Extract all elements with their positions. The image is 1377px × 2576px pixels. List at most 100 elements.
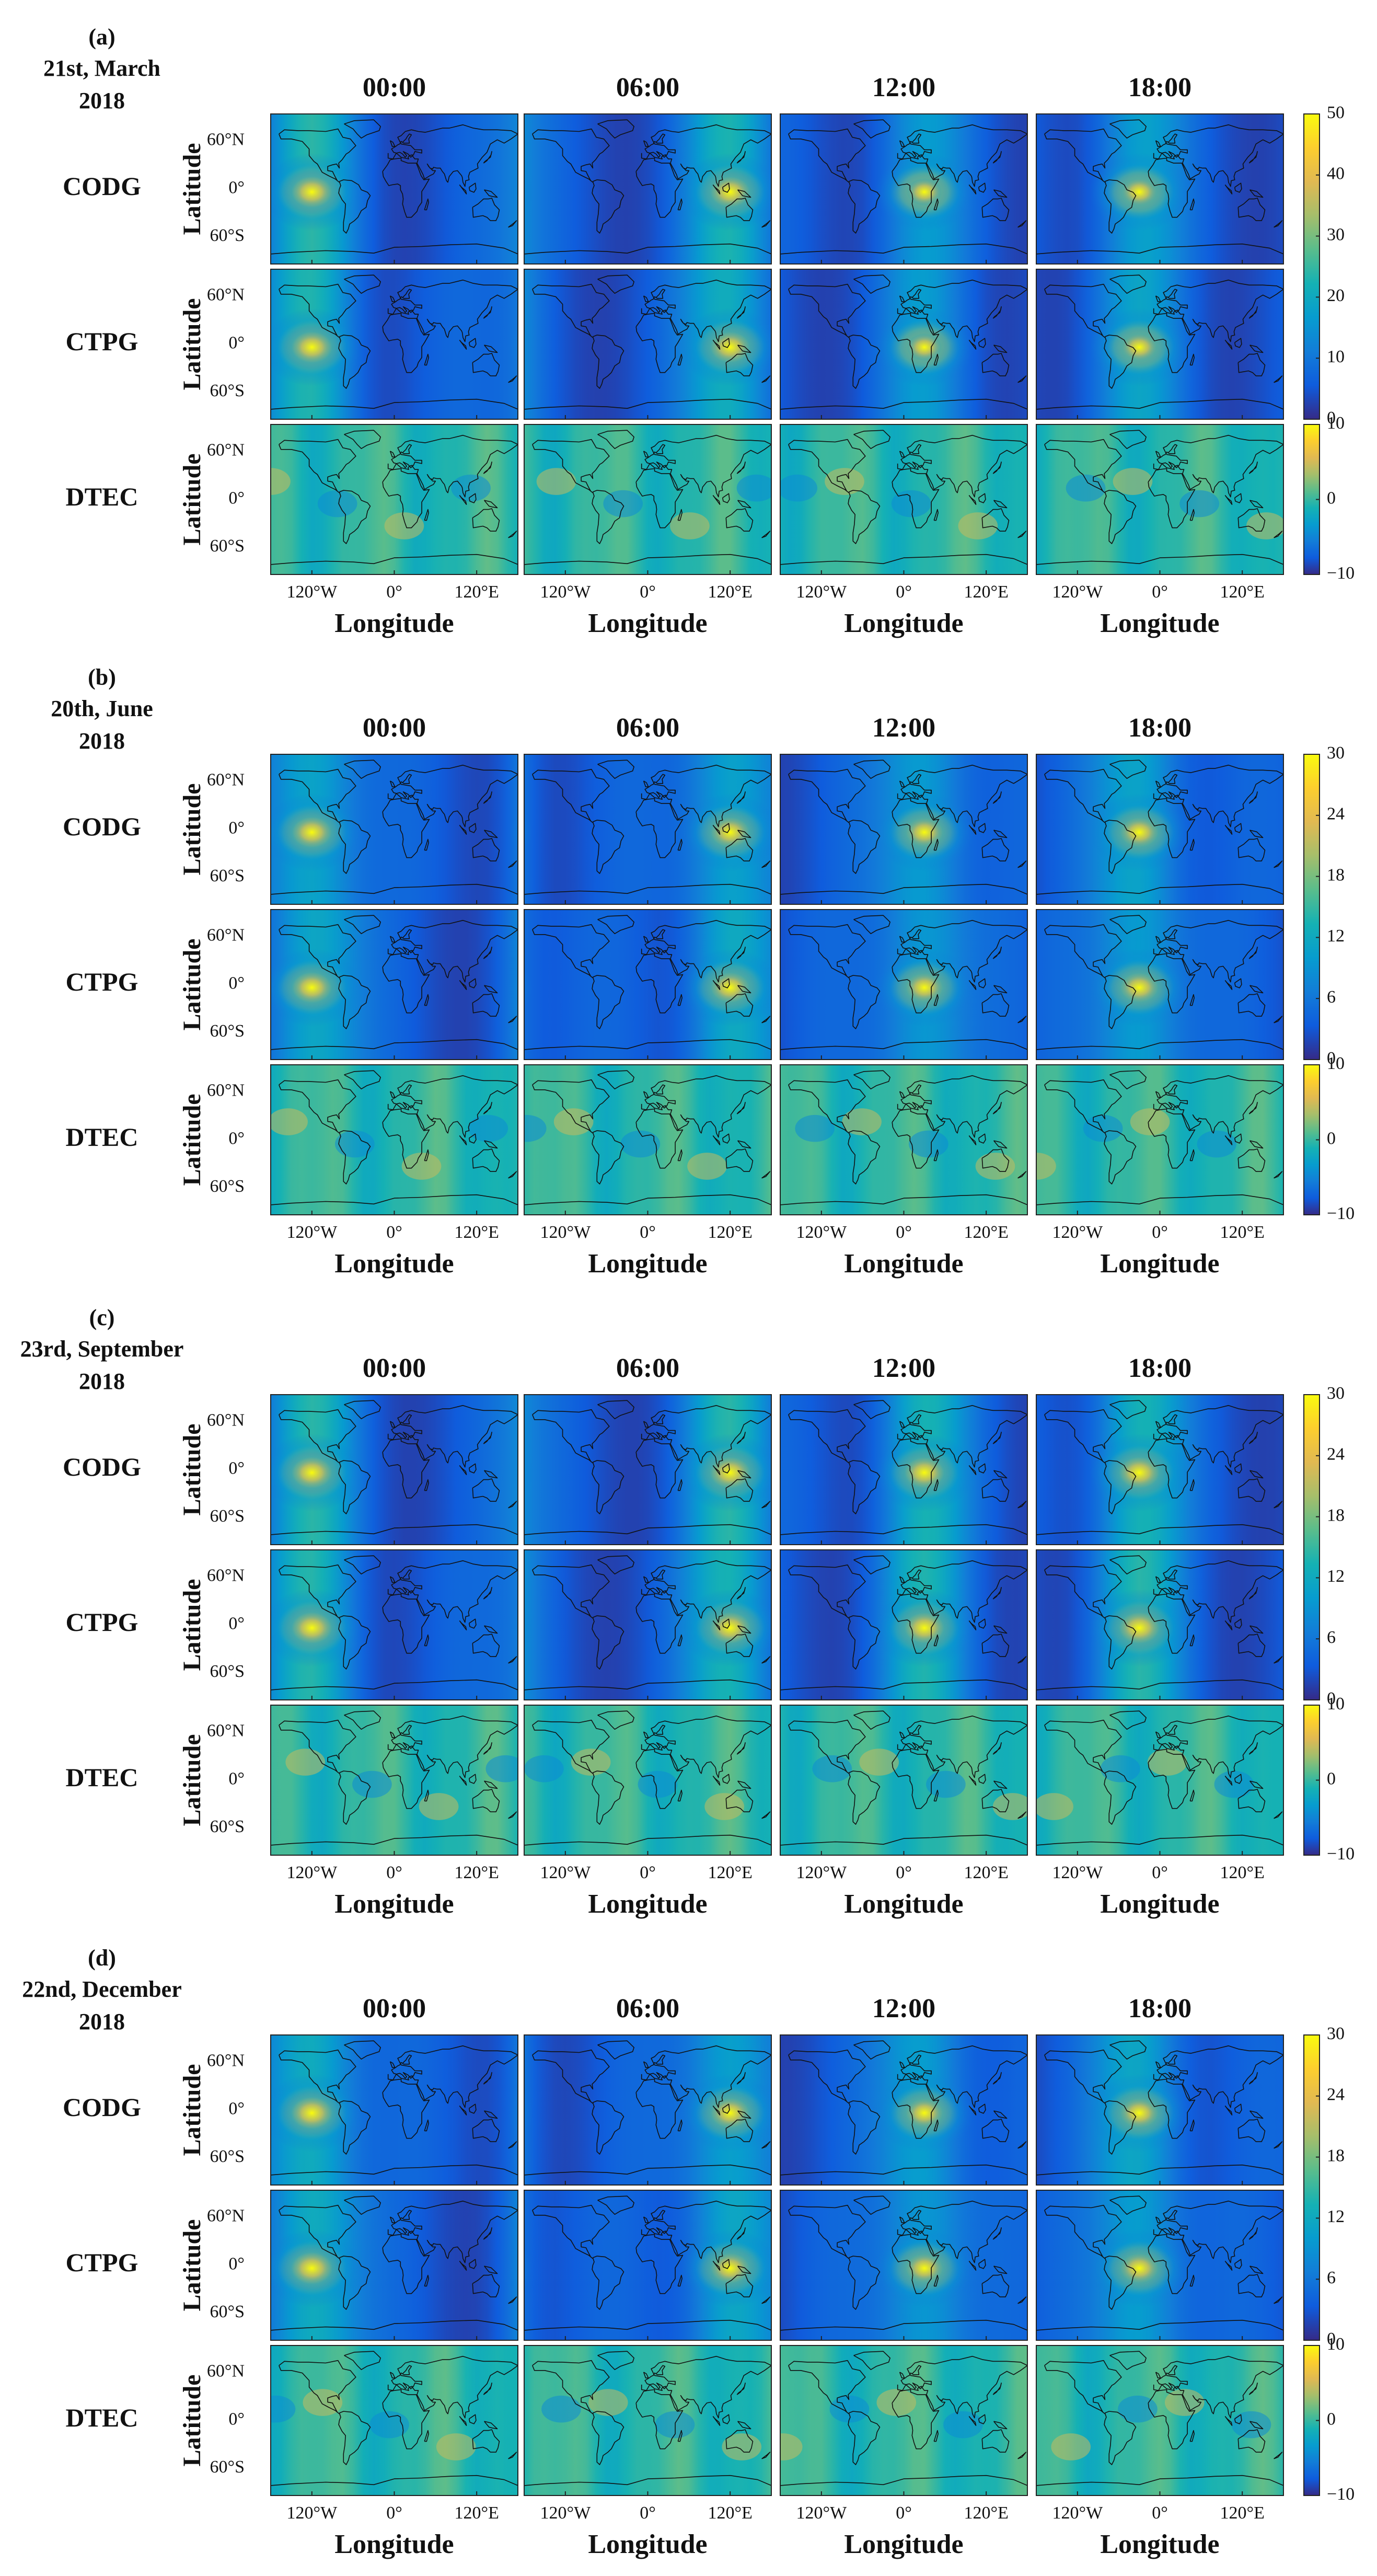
map-cell: [270, 1705, 518, 1856]
coastline: [848, 490, 881, 544]
coastline: [993, 500, 1008, 509]
dtec-blob: [468, 1114, 508, 1142]
coastline: [897, 1715, 1027, 1778]
coastline: [508, 220, 517, 228]
coastline: [483, 1587, 492, 1600]
panel-d: (d) 22nd, December 2018 00:00 06:00 12:00 18:0…: [22, 1945, 1355, 2559]
coastline: [978, 1774, 986, 1784]
coastline: [532, 1409, 610, 1464]
x-tick-label: 120°E: [454, 582, 499, 602]
colorbar-dtec: 10 0 −10: [1303, 1054, 1355, 1223]
coastline: [483, 1780, 498, 1789]
coastline: [279, 283, 356, 338]
coastline: [279, 439, 356, 493]
tec-anomaly-halo: [1337, 949, 1377, 1027]
tec-peak: [1361, 328, 1377, 366]
coastline: [712, 494, 721, 505]
coastline: [643, 140, 649, 147]
coastline: [382, 1108, 430, 1169]
coastline: [424, 2430, 430, 2442]
coastline: [1224, 1135, 1233, 1145]
coastline: [472, 1634, 500, 1657]
coastline: [1153, 1560, 1283, 1623]
dtec-blob: [553, 1108, 594, 1135]
coastline: [737, 1140, 751, 1149]
coastline: [1044, 924, 1122, 979]
dtec-blob: [571, 1749, 611, 1776]
coastline: [1234, 1133, 1242, 1144]
coastline: [641, 2355, 771, 2419]
colorbar-tick-label: 10: [1327, 413, 1345, 433]
coastline: [1248, 1102, 1258, 1114]
row-label: DTEC: [66, 1763, 138, 1792]
coastline: [1249, 500, 1264, 509]
tec-field: [780, 1705, 1027, 1855]
coastline: [899, 1576, 905, 1583]
y-axis-label: Latitude: [178, 453, 206, 545]
coastline: [780, 554, 1027, 565]
y-tick-label: 0°: [228, 2409, 245, 2429]
coastline: [1044, 1079, 1122, 1134]
map-cell: [524, 1394, 772, 1545]
coastline: [597, 1070, 634, 1089]
coastline: [382, 1593, 430, 1654]
x-axis-label: Longitude: [588, 608, 707, 638]
coastline: [424, 1789, 430, 1802]
row-label: DTEC: [66, 482, 138, 511]
coastline: [968, 980, 977, 990]
coastline: [1237, 353, 1266, 376]
coastline: [853, 2195, 890, 2215]
y-axis-label: Latitude: [178, 143, 206, 235]
coastline: [472, 838, 500, 861]
y-axis-label: Latitude: [178, 1579, 206, 1671]
coastline: [1044, 283, 1122, 338]
colorbar-tick-label: −10: [1327, 1844, 1355, 1864]
map-cell: [270, 2034, 518, 2186]
map-cell: [1036, 1705, 1284, 1856]
coastline: [892, 1108, 940, 1169]
coastline: [788, 2360, 866, 2414]
coastline: [1189, 1634, 1195, 1647]
coastline: [424, 2119, 430, 2132]
coastline: [1237, 2429, 1266, 2453]
coastline: [1234, 823, 1242, 833]
y-axis-label: Latitude: [178, 1423, 206, 1515]
tec-peak: [896, 1606, 953, 1650]
coastline: [641, 2045, 771, 2108]
coastline: [483, 461, 492, 474]
map-cell: [270, 269, 518, 420]
coastline: [524, 243, 771, 255]
coastline: [1224, 1620, 1233, 1630]
coastline: [508, 531, 517, 538]
coastline: [1036, 2319, 1283, 2331]
coastline: [1237, 838, 1266, 861]
coastline: [424, 1479, 430, 1491]
column-header: 00:00: [363, 713, 426, 743]
x-tick-label: 0°: [386, 1863, 402, 1882]
dtec-blob: [1036, 1153, 1056, 1180]
coastline: [1109, 1555, 1147, 1574]
coastline: [1248, 151, 1258, 164]
coastline: [968, 2260, 977, 2271]
coastline: [712, 2260, 721, 2271]
coastline: [1044, 768, 1122, 823]
coastline: [597, 1710, 634, 1730]
coastline: [424, 994, 430, 1006]
dtec-blob: [825, 468, 864, 495]
dtec-blob: [1051, 2433, 1091, 2460]
coastline: [1036, 1524, 1283, 1535]
coastline: [635, 798, 684, 858]
coastline: [968, 2105, 977, 2115]
coastline: [725, 2119, 754, 2142]
colorbar-tick-label: 18: [1327, 865, 1345, 884]
coastline: [635, 2389, 684, 2450]
coastline: [1017, 531, 1027, 538]
coastline: [892, 953, 940, 1014]
x-tick-label: 120°W: [540, 582, 591, 602]
coastline: [1017, 2296, 1027, 2304]
coastline: [992, 461, 1002, 474]
coastline: [1274, 1171, 1283, 1179]
coastline: [1224, 1775, 1233, 1786]
column-header: 12:00: [872, 73, 935, 102]
tec-anomaly-halo: [524, 2091, 533, 2135]
